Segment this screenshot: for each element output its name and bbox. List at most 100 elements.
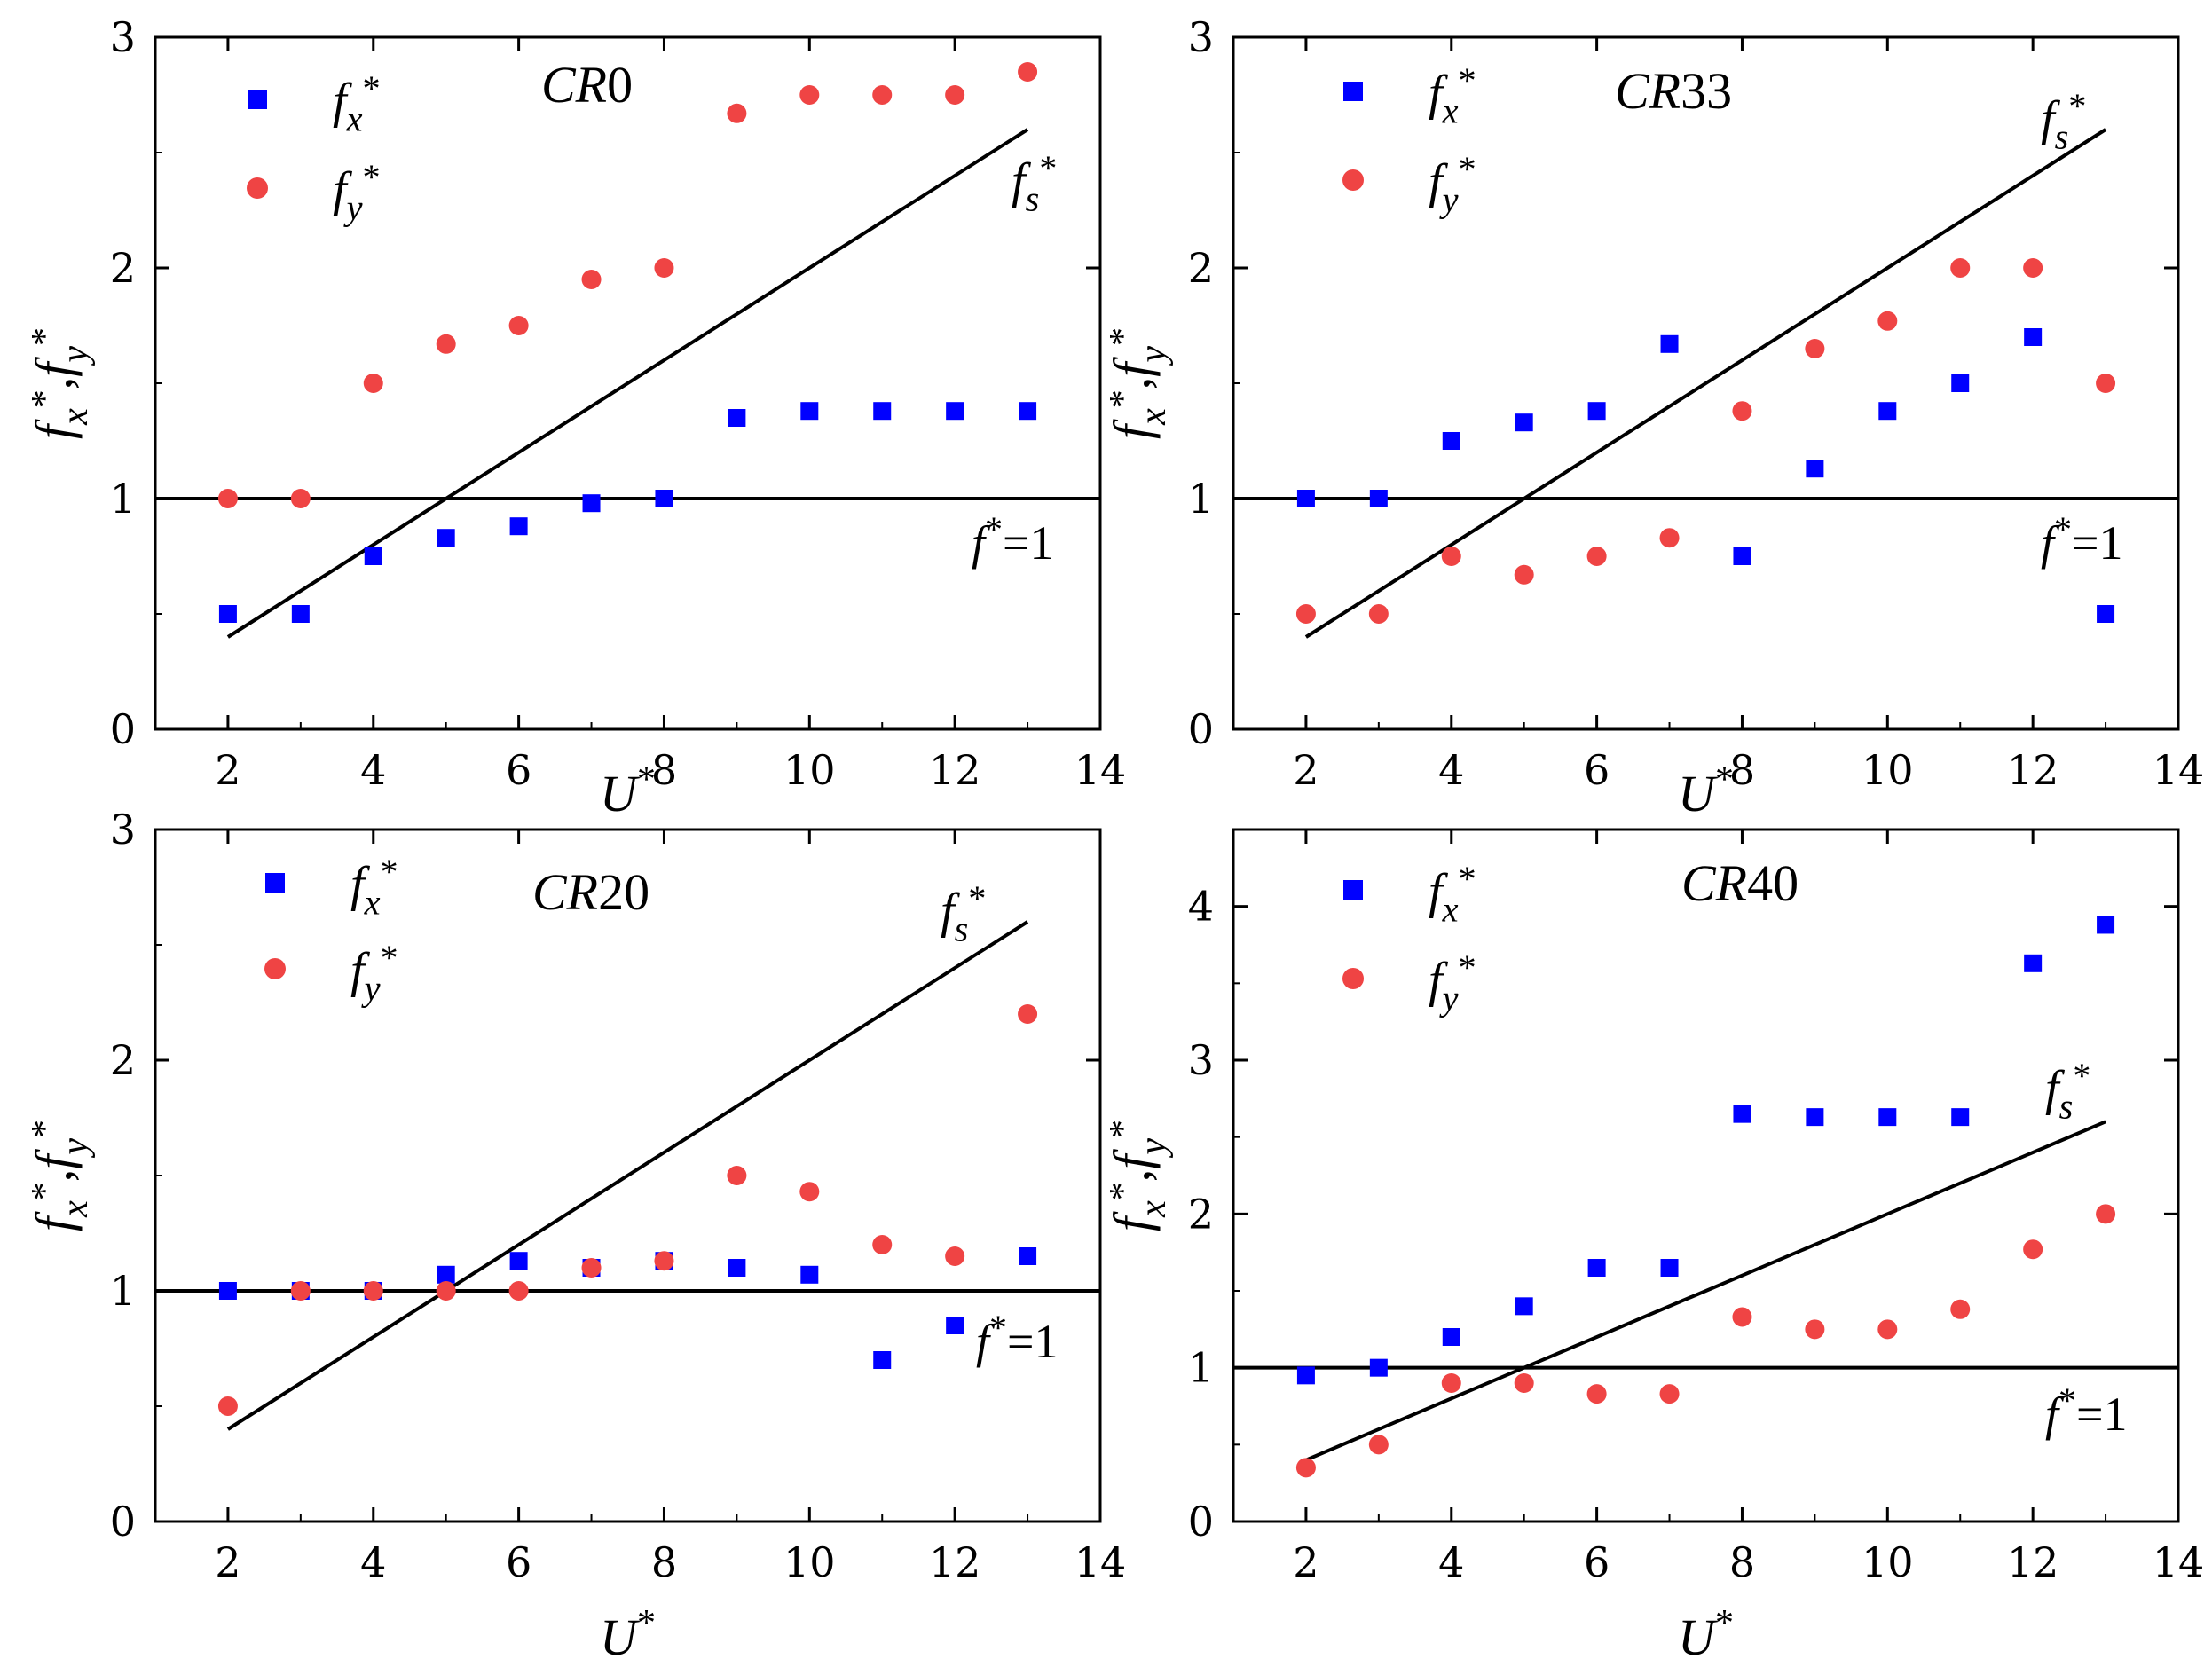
x-tick-label: 8: [1729, 746, 1755, 794]
fx-point: [2024, 328, 2043, 346]
legend-fx-marker: [248, 90, 267, 109]
fy-point: [436, 334, 456, 354]
fy-point: [581, 1258, 602, 1278]
fx-point: [2097, 916, 2115, 934]
legend-fx-marker: [265, 873, 285, 893]
fy-point: [581, 270, 602, 289]
fx-point: [800, 402, 819, 421]
x-tick-label: 8: [651, 1538, 677, 1586]
fy-point: [436, 1281, 456, 1301]
fy-point: [945, 85, 965, 105]
fy-point: [1805, 339, 1825, 358]
fx-point: [1878, 1108, 1897, 1127]
fy-point: [1441, 547, 1461, 566]
fx-point: [1878, 402, 1897, 421]
x-axis-label: U*: [1678, 1603, 1734, 1666]
fy-point: [945, 1246, 965, 1266]
y-tick-label: 4: [1188, 883, 1214, 931]
fx-point: [1806, 460, 1824, 478]
fy-point: [1877, 1319, 1898, 1340]
fs-line: [1305, 1120, 2106, 1462]
y-tick-label: 0: [1188, 1498, 1214, 1545]
fy-point: [872, 85, 893, 105]
y-tick-label: 2: [110, 244, 136, 292]
fx-point: [1733, 547, 1751, 565]
fy-point: [1877, 311, 1898, 331]
legend-fy-label: fy*: [1429, 149, 1476, 220]
fy-point: [1368, 1435, 1389, 1455]
legend-fy-marker: [264, 958, 286, 979]
x-tick-label: 8: [1729, 1538, 1755, 1586]
fy-point: [1659, 528, 1680, 548]
fy-point: [217, 489, 238, 508]
x-tick-label: 4: [360, 1538, 386, 1586]
panel-title: CR40: [1681, 854, 1799, 912]
fy-point: [217, 1396, 238, 1416]
fy-point: [1295, 604, 1316, 624]
fx-point: [437, 1265, 455, 1284]
legend-fy-label: fy*: [350, 938, 398, 1009]
x-tick-label: 14: [2153, 746, 2205, 794]
x-tick-label: 10: [783, 1538, 836, 1586]
f-equals-1-label: f*=1: [2045, 1380, 2127, 1441]
x-tick-label: 10: [1862, 746, 1914, 794]
fy-point: [1586, 1384, 1607, 1404]
fx-point: [437, 529, 455, 547]
fy-point: [1295, 1458, 1316, 1478]
x-tick-label: 12: [929, 1538, 981, 1586]
fy-point: [363, 1281, 383, 1301]
fs-line: [226, 920, 1029, 1431]
legend-fx-marker: [1343, 82, 1363, 101]
x-tick-label: 12: [2007, 746, 2059, 794]
fx-point: [218, 1282, 237, 1300]
fx-point: [364, 547, 382, 565]
fx-point: [1515, 413, 1533, 432]
y-tick-label: 0: [110, 705, 136, 753]
y-tick-label: 2: [110, 1036, 136, 1084]
x-tick-label: 12: [2007, 1538, 2059, 1586]
fy-point: [654, 1251, 674, 1271]
fx-point: [218, 605, 237, 623]
y-tick-label: 3: [110, 806, 136, 853]
legend-fx-label: fx*: [1429, 60, 1476, 131]
f-equals-1-label: f*=1: [976, 1308, 1058, 1368]
fx-point: [1951, 374, 1970, 392]
fy-point: [1441, 1373, 1461, 1393]
fx-point: [1806, 1108, 1824, 1127]
fy-point: [1018, 1004, 1038, 1024]
x-axis-label: U*: [600, 759, 656, 822]
fx-point: [1660, 1259, 1679, 1277]
x-tick-label: 10: [783, 746, 836, 794]
fs-line-label: fs*: [1012, 148, 1057, 219]
legend-fy-label: fy*: [1429, 948, 1476, 1018]
x-tick-label: 14: [1075, 746, 1127, 794]
y-axis-label: fx*,fy*: [1103, 327, 1174, 439]
y-axis-label: fx*,fy*: [25, 327, 96, 439]
fx-point: [728, 409, 746, 427]
x-tick-label: 2: [1293, 746, 1319, 794]
fx-point: [1442, 432, 1460, 450]
fx-point: [1442, 1328, 1460, 1346]
fy-point: [508, 1281, 529, 1301]
x-tick-label: 4: [1438, 1538, 1464, 1586]
fy-point: [1950, 258, 1971, 278]
y-tick-label: 2: [1188, 244, 1214, 292]
y-tick-label: 3: [1188, 13, 1214, 61]
y-tick-label: 1: [110, 1267, 136, 1315]
fx-point: [946, 1317, 964, 1334]
legend-fy-marker: [1342, 968, 1364, 989]
panel-title: CR0: [541, 56, 633, 114]
fy-point: [727, 1166, 747, 1185]
y-tick-label: 0: [110, 1498, 136, 1545]
x-tick-label: 10: [1862, 1538, 1914, 1586]
legend-fx-label: fx*: [350, 852, 398, 923]
y-axis-label: fx*,fy*: [25, 1120, 96, 1231]
fy-point: [1732, 1307, 1752, 1327]
x-tick-label: 8: [651, 746, 677, 794]
fx-point: [291, 605, 310, 623]
fx-point: [873, 1351, 892, 1369]
fx-point: [946, 402, 964, 421]
x-tick-label: 14: [2153, 1538, 2205, 1586]
